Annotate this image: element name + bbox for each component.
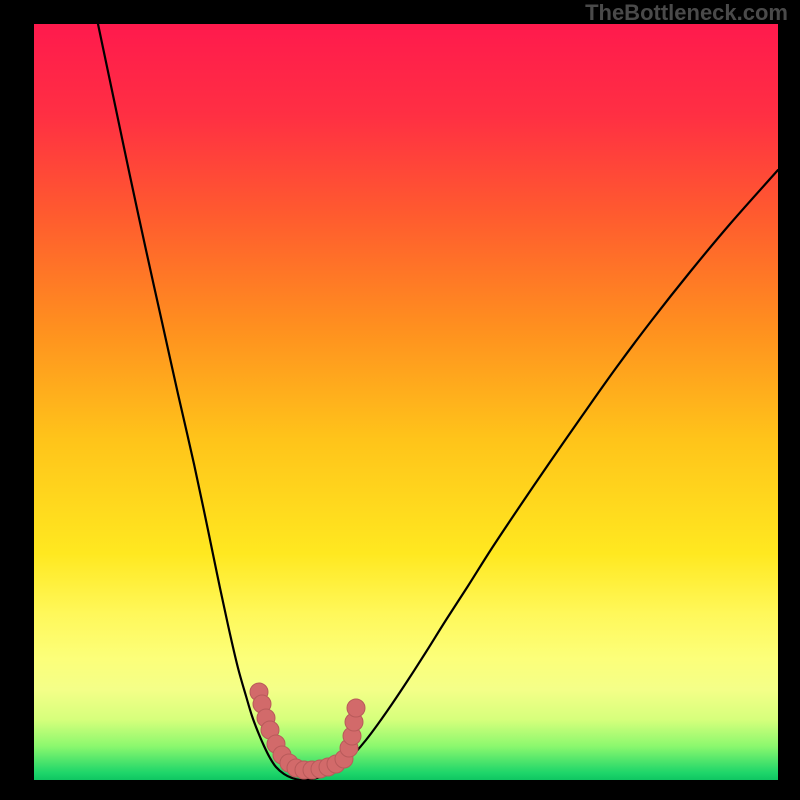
chart-svg xyxy=(34,24,778,780)
plot-area xyxy=(34,24,778,780)
watermark-text: TheBottleneck.com xyxy=(585,0,788,26)
curve-left xyxy=(98,24,300,780)
beads-right xyxy=(295,699,365,779)
curve-right xyxy=(300,170,778,780)
chart-stage: TheBottleneck.com xyxy=(0,0,800,800)
